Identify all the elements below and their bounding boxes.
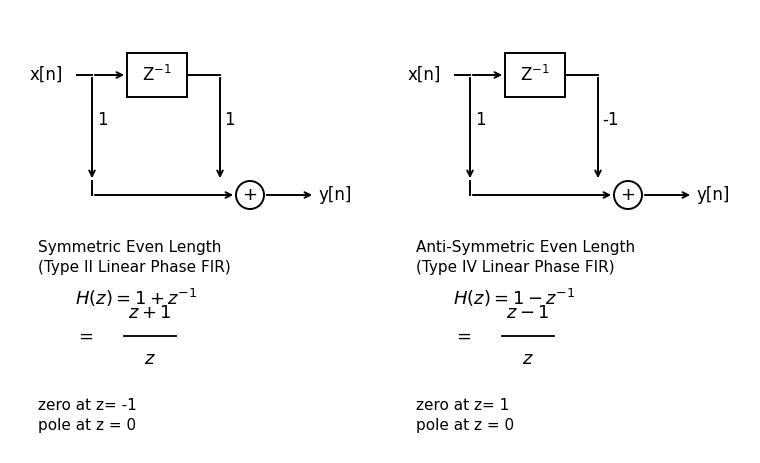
Text: y[n]: y[n] xyxy=(318,186,351,204)
Bar xyxy=(127,53,187,97)
Text: pole at z = 0: pole at z = 0 xyxy=(416,418,514,433)
Text: (Type IV Linear Phase FIR): (Type IV Linear Phase FIR) xyxy=(416,260,615,275)
Text: $z$: $z$ xyxy=(144,350,156,368)
Text: pole at z = 0: pole at z = 0 xyxy=(38,418,136,433)
Circle shape xyxy=(236,181,264,209)
Text: x[n]: x[n] xyxy=(408,66,442,84)
Text: -1: -1 xyxy=(602,111,619,129)
Text: zero at z= -1: zero at z= -1 xyxy=(38,398,137,413)
Text: zero at z= 1: zero at z= 1 xyxy=(416,398,509,413)
Text: $H(z) = 1 - z^{-1}$: $H(z) = 1 - z^{-1}$ xyxy=(453,287,575,309)
Text: x[n]: x[n] xyxy=(30,66,63,84)
Text: 1: 1 xyxy=(97,111,108,129)
Text: y[n]: y[n] xyxy=(696,186,730,204)
Text: Symmetric Even Length: Symmetric Even Length xyxy=(38,240,221,255)
Text: $z + 1$: $z + 1$ xyxy=(128,304,172,322)
Text: $=$: $=$ xyxy=(453,327,472,345)
Text: $z - 1$: $z - 1$ xyxy=(506,304,549,322)
Text: +: + xyxy=(620,186,635,204)
Bar xyxy=(505,53,565,97)
Text: $z$: $z$ xyxy=(522,350,534,368)
Text: (Type II Linear Phase FIR): (Type II Linear Phase FIR) xyxy=(38,260,231,275)
Text: Z$^{-1}$: Z$^{-1}$ xyxy=(520,65,549,85)
Text: $H(z) = 1 + z^{-1}$: $H(z) = 1 + z^{-1}$ xyxy=(75,287,198,309)
Text: +: + xyxy=(242,186,258,204)
Text: Z$^{-1}$: Z$^{-1}$ xyxy=(142,65,172,85)
Text: 1: 1 xyxy=(475,111,486,129)
Text: Anti-Symmetric Even Length: Anti-Symmetric Even Length xyxy=(416,240,635,255)
Circle shape xyxy=(614,181,642,209)
Text: $=$: $=$ xyxy=(75,327,93,345)
Text: 1: 1 xyxy=(224,111,235,129)
